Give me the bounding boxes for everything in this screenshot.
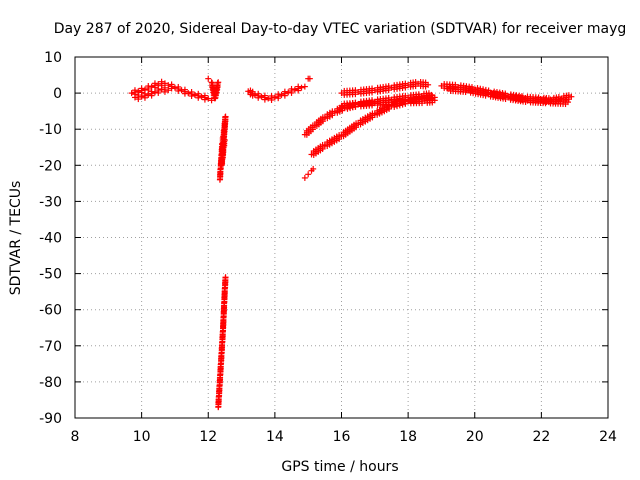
data-point-band-morning xyxy=(168,85,175,92)
data-point-band-13-15 xyxy=(288,89,295,96)
data-point-band-morning-lower xyxy=(155,89,162,96)
data-point-band-13-15 xyxy=(278,91,285,98)
x-tick-label: 12 xyxy=(199,429,217,445)
data-point-band-evening-lower xyxy=(565,99,572,106)
data-point-band-13-15 xyxy=(271,94,278,101)
tick-marks xyxy=(74,56,609,419)
data-point-band-morning-lower xyxy=(161,88,168,95)
data-point-band-morning-lower xyxy=(141,94,148,101)
data-point-band-morning xyxy=(195,94,202,101)
data-point-band-13-15 xyxy=(291,86,298,93)
data-point-arc-lower xyxy=(336,136,343,143)
y-tick-label: -40 xyxy=(39,231,62,247)
data-point-drop-deep xyxy=(222,274,229,281)
chart-title: Day 287 of 2020, Sidereal Day-to-day VTE… xyxy=(54,21,627,37)
data-point-band-morning xyxy=(191,91,198,98)
data-point-band-13-15 xyxy=(298,84,305,91)
data-point-arc-upper xyxy=(319,118,326,125)
data-point-band-morning xyxy=(148,83,155,90)
data-point-arc-lower xyxy=(319,145,326,152)
data-point-spike-1215 xyxy=(205,75,212,82)
x-tick-label: 18 xyxy=(399,429,417,445)
data-point-band-morning-lower xyxy=(138,93,145,100)
data-point-band-morning-lower xyxy=(135,96,142,103)
x-tick-labels: 8 10 12 14 16 18 20 22 24 xyxy=(71,429,617,445)
data-points xyxy=(128,75,575,411)
data-point-band-13-15 xyxy=(295,87,302,94)
x-tick-label: 14 xyxy=(266,429,284,445)
data-point-band-16-18-mid xyxy=(431,97,438,104)
data-point-cluster-1500 xyxy=(301,174,308,181)
data-point-band-morning xyxy=(165,82,172,89)
data-point-band-13-15 xyxy=(261,96,268,103)
y-axis-label: SDTVAR / TECUs xyxy=(8,181,24,296)
x-tick-label: 24 xyxy=(599,429,617,445)
data-point-band-morning-lower xyxy=(165,87,172,94)
x-tick-label: 22 xyxy=(532,429,550,445)
data-point-band-13-15 xyxy=(268,96,275,103)
data-point-spike-1215 xyxy=(215,79,222,86)
data-point-band-morning xyxy=(188,93,195,100)
data-point-band-evening xyxy=(568,93,575,100)
x-tick-label: 16 xyxy=(333,429,351,445)
y-tick-label: -90 xyxy=(39,411,62,427)
data-point-band-morning-lower xyxy=(145,91,152,98)
data-point-cluster-1500 xyxy=(305,171,312,178)
y-tick-label: 0 xyxy=(53,86,62,102)
grid-lines xyxy=(75,57,608,418)
x-axis-label: GPS time / hours xyxy=(281,459,398,475)
data-point-band-morning xyxy=(171,84,178,91)
y-tick-label: -30 xyxy=(39,194,62,210)
y-tick-label: -60 xyxy=(39,303,62,319)
y-tick-label: -70 xyxy=(39,339,62,355)
y-tick-label: -20 xyxy=(39,158,62,174)
data-point-cluster-1500 xyxy=(310,165,317,172)
data-point-arc-upper xyxy=(329,112,336,119)
data-point-band-morning-lower xyxy=(148,92,155,99)
data-point-band-morning xyxy=(185,90,192,97)
y-tick-label: -50 xyxy=(39,267,62,283)
data-point-arc-lower xyxy=(353,124,360,131)
data-point-band-13-15 xyxy=(258,93,265,100)
data-point-arc-upper xyxy=(339,107,346,114)
x-tick-label: 20 xyxy=(466,429,484,445)
y-tick-label: -10 xyxy=(39,122,62,138)
data-point-band-13-15 xyxy=(301,83,308,90)
data-point-band-morning xyxy=(151,84,158,91)
data-point-arc-upper xyxy=(309,126,316,133)
y-tick-labels: 10 0 -10 -20 -30 -40 -50 -60 -70 -80 -90 xyxy=(39,50,62,427)
data-point-point-1505 xyxy=(306,75,313,82)
data-point-band-13-15 xyxy=(275,95,282,102)
data-point-band-morning xyxy=(201,96,208,103)
data-point-band-13-15 xyxy=(255,94,262,101)
data-point-band-13-15 xyxy=(281,92,288,99)
data-point-band-morning xyxy=(128,90,135,97)
data-point-drop-1230 xyxy=(219,160,226,167)
data-point-drop-1230 xyxy=(221,137,228,144)
y-tick-label: -80 xyxy=(39,375,62,391)
x-tick-label: 8 xyxy=(71,429,80,445)
data-point-band-morning xyxy=(175,87,182,94)
data-point-drop-1230 xyxy=(221,142,228,149)
data-point-arc-lower xyxy=(369,114,376,121)
data-point-band-morning xyxy=(205,95,212,102)
y-tick-label: 10 xyxy=(44,50,62,66)
data-point-band-morning xyxy=(198,93,205,100)
x-tick-label: 10 xyxy=(133,429,151,445)
data-point-band-13-15 xyxy=(251,91,258,98)
data-point-band-16-18-top xyxy=(425,81,432,88)
